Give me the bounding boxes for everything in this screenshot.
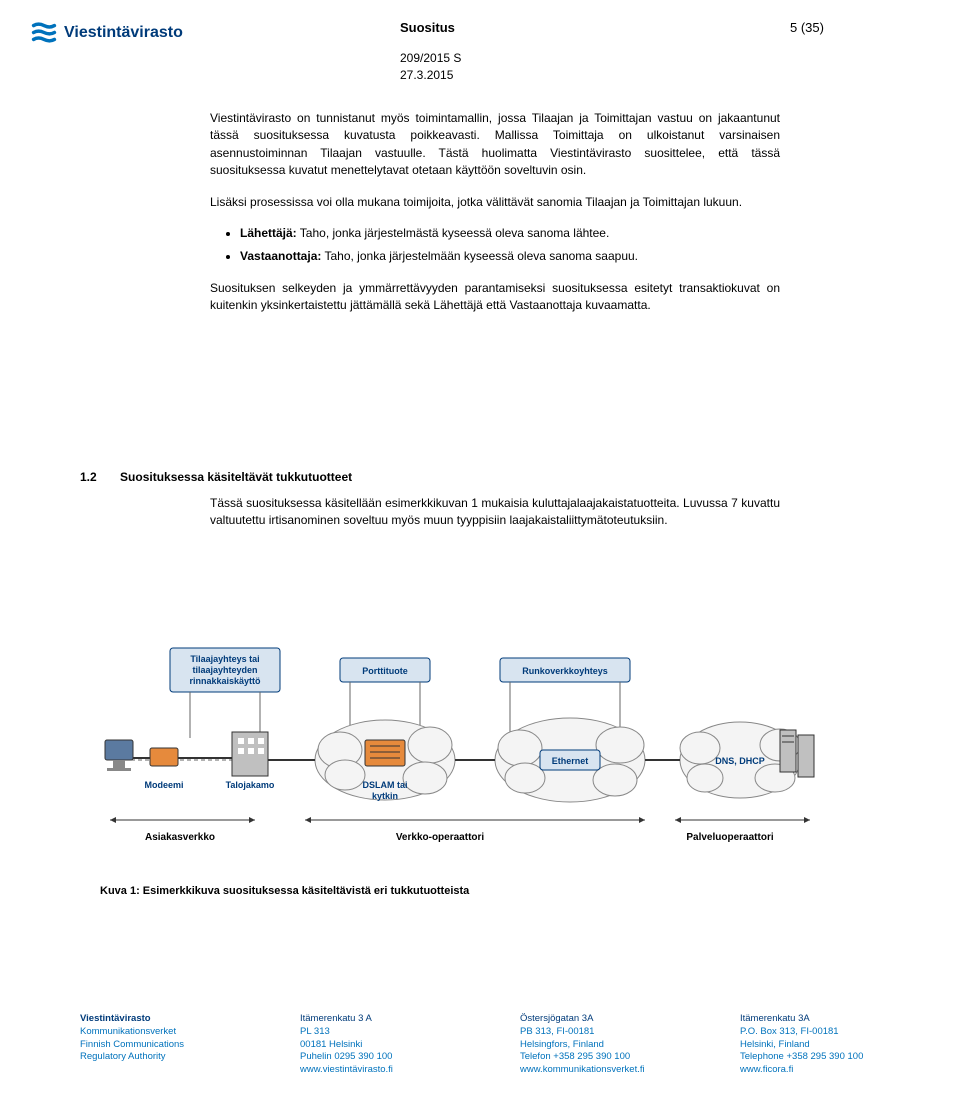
paragraph: Tässä suosituksessa käsitellään esimerkk…	[210, 495, 780, 530]
paragraph: Suosituksen selkeyden ja ymmärrettävyyde…	[210, 280, 780, 315]
svg-text:Talojakamo: Talojakamo	[226, 780, 275, 790]
term-bold: Vastaanottaja:	[240, 249, 321, 263]
doc-date: 27.3.2015	[400, 67, 461, 84]
doc-ref-number: 209/2015 S	[400, 50, 461, 67]
svg-text:DNS, DHCP: DNS, DHCP	[715, 756, 765, 766]
section-title: Suosituksessa käsiteltävät tukkutuotteet	[120, 470, 352, 484]
svg-text:Tilaajayhteys tai: Tilaajayhteys tai	[190, 654, 259, 664]
footer-line: Puhelin 0295 390 100	[300, 1051, 480, 1064]
term-bold: Lähettäjä:	[240, 226, 297, 240]
term-text: Taho, jonka järjestelmään kyseessä oleva…	[321, 249, 638, 263]
footer-line: Helsingfors, Finland	[520, 1039, 700, 1052]
section-heading: 1.2 Suosituksessa käsiteltävät tukkutuot…	[80, 470, 780, 484]
svg-text:kytkin: kytkin	[372, 791, 398, 801]
section-body: Tässä suosituksessa käsitellään esimerkk…	[210, 495, 780, 544]
doc-refs: 209/2015 S 27.3.2015	[400, 50, 461, 84]
footer-line: Viestintävirasto	[80, 1013, 260, 1026]
footer-line: 00181 Helsinki	[300, 1039, 480, 1052]
svg-text:Verkko-operaattori: Verkko-operaattori	[396, 832, 485, 843]
footer-line: www.viestintävirasto.fi	[300, 1064, 480, 1077]
footer-line: Telefon +358 295 390 100	[520, 1051, 700, 1064]
network-diagram: Tilaajayhteys tai tilaajayhteyden rinnak…	[100, 640, 820, 870]
svg-text:rinnakkaiskäyttö: rinnakkaiskäyttö	[189, 676, 261, 686]
footer-col-addr-en: Itämerenkatu 3A P.O. Box 313, FI-00181 H…	[740, 1013, 920, 1077]
footer-line: www.ficora.fi	[740, 1064, 920, 1077]
footer-line: Helsinki, Finland	[740, 1039, 920, 1052]
logo: Viestintävirasto	[30, 20, 183, 45]
page-footer: Viestintävirasto Kommunikationsverket Fi…	[80, 1013, 920, 1077]
section-number: 1.2	[80, 470, 97, 484]
footer-line: PL 313	[300, 1026, 480, 1039]
footer-line: P.O. Box 313, FI-00181	[740, 1026, 920, 1039]
svg-text:tilaajayhteyden: tilaajayhteyden	[192, 665, 257, 675]
svg-text:DSLAM tai: DSLAM tai	[363, 780, 408, 790]
footer-line: Telephone +358 295 390 100	[740, 1051, 920, 1064]
svg-text:Palveluoperaattori: Palveluoperaattori	[686, 832, 773, 843]
list-item: Vastaanottaja: Taho, jonka järjestelmään…	[240, 248, 780, 265]
logo-icon	[30, 20, 58, 45]
paragraph: Lisäksi prosessissa voi olla mukana toim…	[210, 194, 780, 211]
doc-title: Suositus	[400, 20, 455, 35]
list-item: Lähettäjä: Taho, jonka järjestelmästä ky…	[240, 225, 780, 242]
footer-line: Itämerenkatu 3A	[740, 1013, 920, 1026]
footer-line: Östersjögatan 3A	[520, 1013, 700, 1026]
footer-line: Regulatory Authority	[80, 1051, 260, 1064]
footer-line: www.kommunikationsverket.fi	[520, 1064, 700, 1077]
logo-text: Viestintävirasto	[64, 24, 183, 42]
footer-line: PB 313, FI-00181	[520, 1026, 700, 1039]
diagram-svg: Tilaajayhteys tai tilaajayhteyden rinnak…	[100, 640, 820, 870]
footer-col-addr-sv: Östersjögatan 3A PB 313, FI-00181 Helsin…	[520, 1013, 700, 1077]
footer-line: Itämerenkatu 3 A	[300, 1013, 480, 1026]
term-text: Taho, jonka järjestelmästä kyseessä olev…	[297, 226, 610, 240]
header-title-block: Suositus	[400, 20, 455, 35]
svg-text:Porttituote: Porttituote	[362, 666, 408, 676]
footer-col-org: Viestintävirasto Kommunikationsverket Fi…	[80, 1013, 260, 1077]
bullet-list: Lähettäjä: Taho, jonka järjestelmästä ky…	[240, 225, 780, 266]
body-content: Viestintävirasto on tunnistanut myös toi…	[210, 110, 780, 329]
figure-caption: Kuva 1: Esimerkkikuva suosituksessa käsi…	[100, 885, 469, 897]
svg-text:Ethernet: Ethernet	[552, 756, 589, 766]
page-number: 5 (35)	[790, 20, 824, 35]
svg-text:Modeemi: Modeemi	[144, 780, 183, 790]
footer-line: Finnish Communications	[80, 1039, 260, 1052]
svg-text:Runkoverkkoyhteys: Runkoverkkoyhteys	[522, 666, 608, 676]
paragraph: Viestintävirasto on tunnistanut myös toi…	[210, 110, 780, 180]
footer-col-addr-fi: Itämerenkatu 3 A PL 313 00181 Helsinki P…	[300, 1013, 480, 1077]
svg-text:Asiakasverkko: Asiakasverkko	[145, 832, 215, 843]
footer-line: Kommunikationsverket	[80, 1026, 260, 1039]
